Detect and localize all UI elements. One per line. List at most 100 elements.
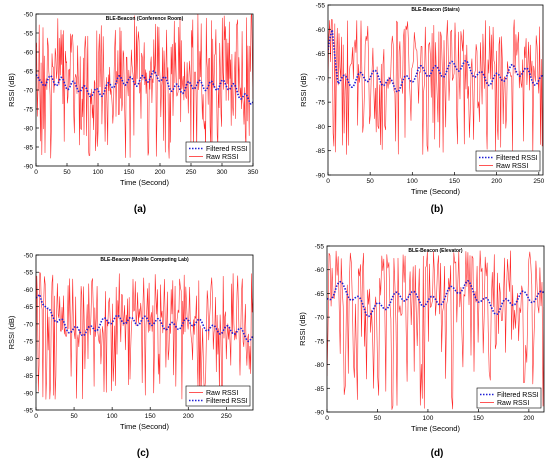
x-tick-label: 150 [124,169,135,176]
plot-area [327,246,544,412]
x-tick-label: 200 [183,413,194,420]
x-tick-label: 250 [186,169,197,176]
y-tick-label: -85 [24,373,34,380]
y-tick-label: -85 [315,386,325,393]
x-tick-label: 50 [374,415,382,422]
y-tick-label: -55 [316,3,326,10]
x-tick-label: 50 [70,413,78,420]
y-tick-label: -85 [316,148,326,155]
y-axis-label: RSSI (dB) [7,73,16,107]
series-group [328,19,543,156]
filtered-rssi-line [36,70,253,105]
y-tick-label: -95 [24,408,34,415]
x-tick-label: 100 [423,415,434,422]
raw-rssi-line [328,19,543,156]
raw-rssi-line [36,14,253,159]
x-tick-label: 0 [326,178,330,185]
panel-label: (a) [134,204,146,215]
y-tick-label: -90 [24,390,34,397]
chart-title: BLE-Beacon (Conference Room) [106,16,184,22]
y-tick-label: -70 [24,321,34,328]
x-axis-label: Time (Second) [411,424,460,433]
plot-area [328,5,543,175]
x-tick-label: 100 [407,178,418,185]
y-tick-label: -90 [315,410,325,417]
panel-label: (d) [431,448,444,459]
y-tick-label: -90 [316,173,326,180]
x-tick-label: 250 [533,178,544,185]
x-tick-label: 200 [491,178,502,185]
y-tick-label: -80 [315,362,325,369]
x-tick-label: 0 [34,413,38,420]
x-tick-label: 50 [367,178,375,185]
x-axis-label: Time (Second) [120,422,169,431]
y-tick-label: -65 [316,51,326,58]
chart-panel-3: -95 -90 -85 -80 -75 -70 -65 -60 -55 -50 0 50 100 150 2… [7,253,254,459]
x-tick-label: 350 [248,169,259,176]
y-tick-label: -50 [24,12,34,19]
y-tick-label: -70 [316,75,326,82]
y-tick-label: -60 [316,27,326,34]
filtered-rssi-line [327,279,544,318]
legend-label: Filtered RSSI [497,392,539,399]
y-tick-label: -75 [315,338,325,345]
y-tick-label: -65 [24,69,34,76]
legend-box [185,141,251,163]
y-tick-label: -85 [24,145,34,152]
panel-label: (c) [137,448,149,459]
plot-frame [35,254,254,411]
y-tick-label: -60 [24,50,34,57]
legend-label: Filtered RSSI [206,146,248,153]
y-tick-label: -50 [24,253,34,260]
series-group [36,271,253,400]
x-tick-label: 250 [221,413,232,420]
legend-label: Raw RSSI [496,163,528,170]
x-tick-label: 150 [473,415,484,422]
y-tick-label: -80 [24,126,34,133]
y-tick-label: -70 [24,88,34,95]
x-axis-label: Time (Second) [411,187,460,196]
chart-panel-1: -90 -85 -80 -75 -70 -65 -60 -55 -50 0 50 100 150 200 2… [7,12,259,216]
panel-label: (b) [431,204,444,215]
x-tick-label: 50 [63,169,71,176]
x-tick-label: 200 [155,169,166,176]
legend-box [476,387,542,409]
legend-label: Raw RSSI [206,390,238,397]
filtered-rssi-line [36,293,253,343]
legend-label: Filtered RSSI [496,155,538,162]
plot-frame [327,4,544,176]
y-tick-label: -90 [24,164,34,171]
filtered-rssi-line [328,29,543,93]
legend-label: Filtered RSSI [206,398,248,405]
y-tick-label: -65 [24,304,34,311]
x-tick-label: 150 [449,178,460,185]
y-tick-label: -80 [24,356,34,363]
legend-label: Raw RSSI [206,154,238,161]
legend-label: Raw RSSI [497,400,529,407]
x-tick-label: 300 [217,169,228,176]
y-tick-label: -80 [316,124,326,131]
chart-title: BLE-Beacon (Elevator) [408,248,463,254]
y-tick-label: -55 [24,31,34,38]
y-axis-label: RSSI (dB) [299,73,308,107]
chart-title: BLE-Beacon (Stairs) [411,7,460,13]
raw-rssi-line [327,250,544,410]
y-tick-label: -55 [315,244,325,251]
x-tick-label: 100 [107,413,118,420]
x-tick-label: 0 [34,169,38,176]
x-axis-label: Time (Second) [120,178,169,187]
y-axis-label: RSSI (dB) [298,312,307,346]
y-tick-label: -65 [315,291,325,298]
y-tick-label: -75 [24,339,34,346]
y-tick-label: -55 [24,270,34,277]
y-tick-label: -75 [24,107,34,114]
chart-panel-2: -90 -85 -80 -75 -70 -65 -60 -55 0 50 100 150 200 250 B… [299,3,545,216]
x-tick-label: 150 [145,413,156,420]
x-tick-label: 0 [325,415,329,422]
plot-frame [326,245,545,413]
